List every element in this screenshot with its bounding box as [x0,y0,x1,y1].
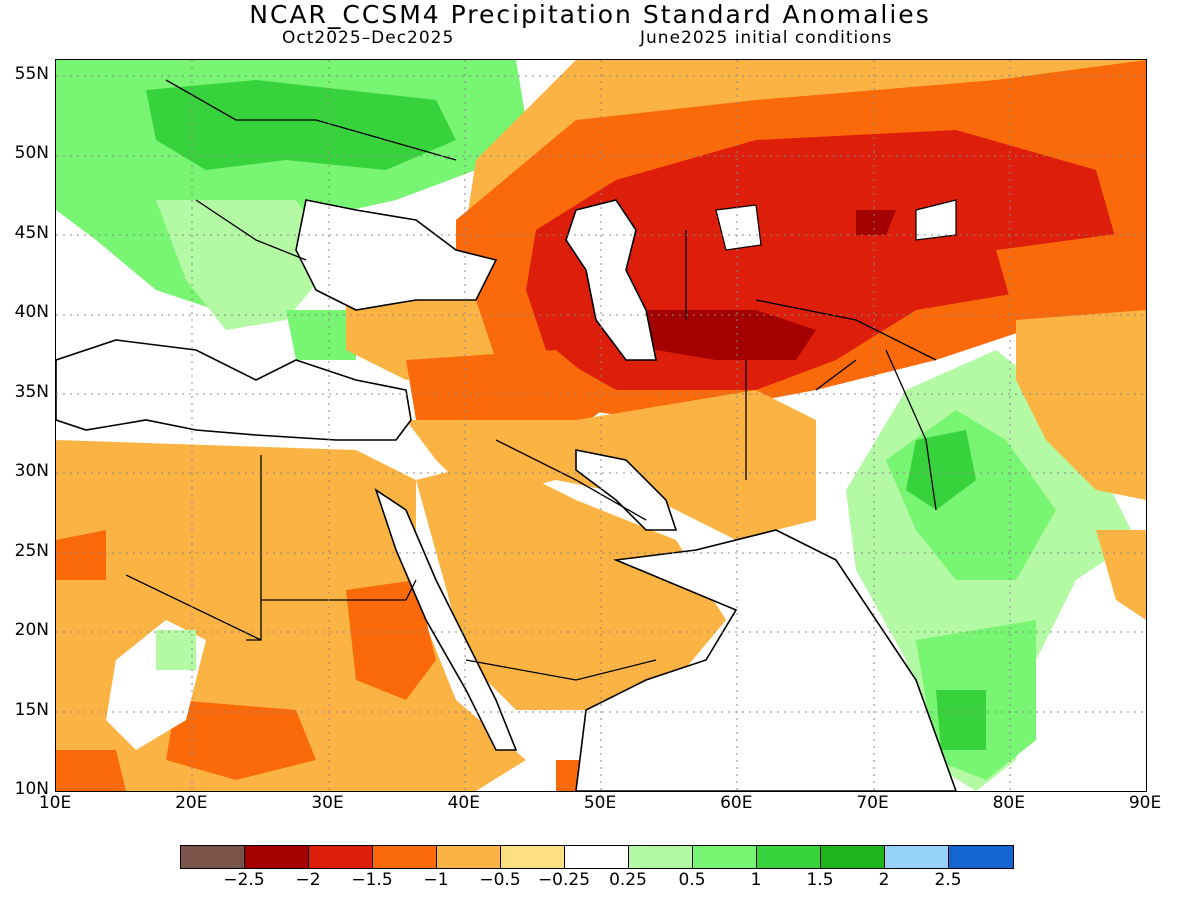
colorbar-swatch [949,846,1013,868]
red-sea [374,488,518,751]
water-bodies [56,199,957,791]
colorbar-label: −2 [295,870,321,890]
lightorange-region-arabia [416,460,726,710]
lat-tick-label: 25N [14,540,49,561]
lat-tick-label: 45N [14,222,49,243]
darkgreen-region-pakistan [906,430,976,510]
colorbar-label: 0.5 [678,870,706,890]
colorbar-label: 1 [750,870,762,890]
colorbar-label: −0.5 [479,870,521,890]
darkgreen-region-europe [146,80,456,170]
colorbar-swatch [693,846,757,868]
black-sea [295,199,498,311]
colorbar-swatch [821,846,885,868]
lat-tick-label: 35N [14,381,49,402]
lon-tick-label: 30E [311,793,344,813]
lat-tick-label: 20N [14,620,49,641]
colorbar-swatch [309,846,373,868]
orange-region-libya [56,530,106,580]
green-region-greece [286,310,356,360]
colorbar-label: −2.5 [223,870,265,890]
lon-tick-label: 20E [175,793,208,813]
caspian-sea [565,199,657,361]
darkred-region-turkmenistan [636,310,816,360]
lon-tick-label: 80E [992,793,1025,813]
lat-tick-label: 40N [14,302,49,323]
colorbar-swatch [181,846,245,868]
green-region-chad [156,630,196,670]
colorbar-swatch [885,846,949,868]
colorbar [180,845,1014,869]
colorbar-label: −0.25 [537,870,591,890]
lat-tick-label: 55N [14,63,49,84]
darkgreen-region-south-india [936,690,986,750]
colorbar-swatch [501,846,565,868]
colorbar-label: −1 [423,870,449,890]
colorbar-swatch [437,846,501,868]
colorbar-swatch [565,846,629,868]
lon-tick-label: 40E [447,793,480,813]
lat-tick-label: 10N [14,779,49,799]
darkred-spot-kazakhstan [856,210,896,235]
colorbar-label: 2.5 [934,870,962,890]
lon-tick-label: 70E [856,793,889,813]
colorbar-swatch [757,846,821,868]
forecast-period: Oct2025–Dec2025 [282,28,455,48]
colorbar-label: −1.5 [351,870,393,890]
lon-tick-label: 90E [1128,793,1162,813]
lat-tick-label: 30N [14,461,49,482]
grid-lines [56,60,1146,791]
aral-sea [715,204,762,251]
lightgreen-region-balkans [156,200,336,330]
colorbar-label: 2 [878,870,890,890]
colorbar-label: 1.5 [806,870,834,890]
lon-tick-label: 10E [38,793,72,813]
lightorange-region-tibet [1016,310,1146,500]
colorbar-swatch [373,846,437,868]
mediterranean-sea [56,339,412,441]
colorbar-label: 0.25 [609,870,647,890]
initial-conditions: June2025 initial conditions [640,28,893,48]
lon-tick-label: 60E [720,793,753,813]
map-title: NCAR_CCSM4 Precipitation Standard Anomal… [249,0,931,29]
lake-balkhash [915,199,957,241]
lat-tick-label: 50N [14,143,49,164]
lightorange-region-bengal [1096,530,1146,620]
orange-region-south [56,750,126,791]
persian-gulf [575,449,678,531]
orange-region-sudan [346,580,436,700]
arabian-sea [575,529,957,791]
colorbar-swatch [629,846,693,868]
orange-region-iraq-iran [406,350,616,440]
anomaly-map [55,59,1147,792]
lon-tick-label: 50E [583,793,617,813]
country-borders [125,79,937,681]
colorbar-swatch [245,846,309,868]
lat-tick-label: 15N [14,699,49,720]
orange-region-chad [166,700,316,780]
